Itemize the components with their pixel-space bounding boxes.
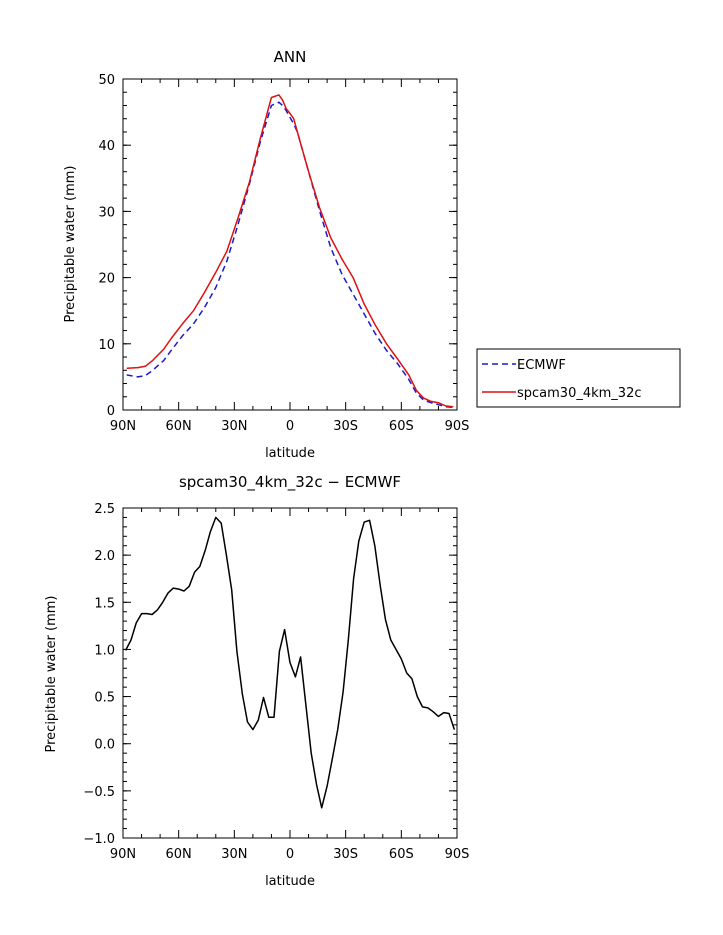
series-lines	[126, 94, 454, 409]
chart-panel-difference: spcam30_4km_32c − ECMWF 90N 60N 30N 0 30S 60S…	[44, 473, 469, 889]
x-tick-label: 0	[286, 847, 294, 862]
legend-label-ecmwf: ECMWF	[517, 358, 566, 373]
series-line-spcam30-4km-32c	[126, 94, 454, 408]
x-tick-label: 90N	[110, 419, 136, 434]
plot-frame	[122, 78, 458, 411]
legend-label-spcam: spcam30_4km_32c	[517, 386, 642, 401]
x-tick-label: 30S	[333, 419, 358, 434]
y-tick-label: 30	[98, 205, 115, 220]
y-tick-label: 1.5	[94, 596, 115, 611]
y-tick-label: −1.0	[83, 832, 115, 847]
x-tick-label: 90N	[110, 847, 136, 862]
series-line-ecmwf	[126, 101, 454, 409]
y-tick-label: 50	[98, 73, 115, 88]
y-tick-label: 0.5	[94, 691, 115, 706]
chart-title: ANN	[274, 48, 307, 66]
y-tick-label: 2.0	[94, 549, 115, 564]
legend-box	[476, 348, 681, 408]
x-tick-label: 90S	[445, 419, 470, 434]
chart-title: spcam30_4km_32c − ECMWF	[179, 473, 401, 492]
axis-ticks: 90N 60N 30N 0 30S 60S 90S −1.0 −0.5 0.0 0.5 1.0 1.5 2…	[83, 502, 469, 862]
x-tick-label: 90S	[445, 847, 470, 862]
x-tick-label: 30N	[221, 419, 247, 434]
x-tick-label: 30N	[221, 847, 247, 862]
series-line-difference	[124, 516, 456, 809]
series-lines	[124, 516, 456, 809]
y-tick-label: 0	[107, 404, 115, 419]
y-tick-label: 2.5	[94, 502, 115, 517]
y-tick-label: −0.5	[83, 785, 115, 800]
y-tick-label: 20	[98, 272, 115, 287]
y-tick-label: 0.0	[94, 738, 115, 753]
axis-ticks: 90N 60N 30N 0 30S 60S 90S 0 10 20 30 40 50	[98, 73, 469, 434]
y-tick-label: 10	[98, 338, 115, 353]
x-tick-label: 0	[286, 419, 294, 434]
x-tick-label: 60S	[389, 847, 414, 862]
y-axis-label: Precipitable water (mm)	[63, 166, 78, 323]
legend: ECMWF spcam30_4km_32c	[476, 348, 681, 408]
y-axis-label: Precipitable water (mm)	[44, 596, 59, 753]
x-tick-label: 60N	[166, 419, 192, 434]
y-tick-label: 1.0	[94, 643, 115, 658]
x-axis-label: latitude	[265, 446, 315, 461]
x-tick-label: 30S	[333, 847, 358, 862]
chart-panel-ann: ANN 90N 60N 30N 0 30S 60S 90S 0 10 20 30 40 50 latit…	[63, 48, 681, 461]
x-tick-label: 60S	[389, 419, 414, 434]
y-tick-label: 40	[98, 139, 115, 154]
x-axis-label: latitude	[265, 874, 315, 889]
x-tick-label: 60N	[166, 847, 192, 862]
